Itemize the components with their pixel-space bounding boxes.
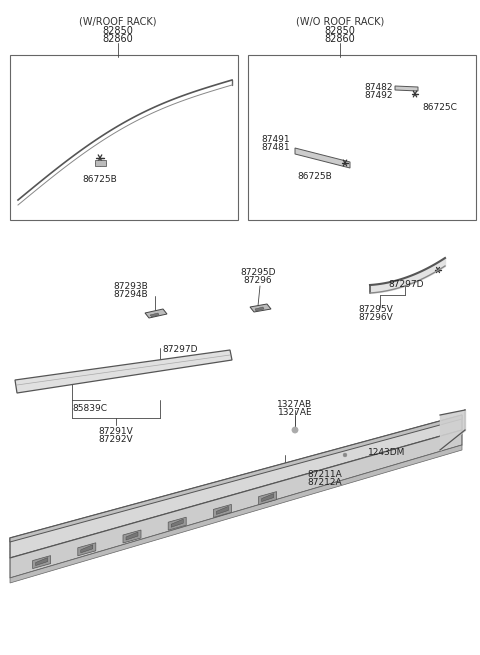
Polygon shape: [10, 445, 462, 583]
Text: 1327AB: 1327AB: [277, 400, 312, 409]
Bar: [10, 55, 238, 220]
Text: 87293B: 87293B: [113, 282, 148, 291]
Text: 86725B: 86725B: [83, 175, 118, 184]
Polygon shape: [262, 494, 274, 502]
Text: 82850: 82850: [103, 26, 133, 36]
Text: 87294B: 87294B: [113, 290, 148, 299]
Polygon shape: [81, 545, 93, 553]
Polygon shape: [150, 313, 159, 317]
Text: 87295D: 87295D: [240, 268, 276, 277]
Text: 87492: 87492: [364, 91, 393, 100]
Polygon shape: [171, 519, 183, 527]
Text: 86725C: 86725C: [422, 103, 457, 112]
Text: 87291V: 87291V: [98, 427, 133, 436]
Text: 82860: 82860: [324, 34, 355, 44]
Polygon shape: [295, 148, 350, 168]
Text: (W/O ROOF RACK): (W/O ROOF RACK): [296, 17, 384, 27]
Polygon shape: [36, 557, 48, 566]
Polygon shape: [15, 350, 232, 393]
Polygon shape: [395, 86, 418, 91]
Polygon shape: [126, 532, 138, 540]
Text: 82860: 82860: [103, 34, 133, 44]
Text: 87297D: 87297D: [162, 345, 197, 354]
Polygon shape: [255, 307, 264, 311]
Polygon shape: [216, 506, 228, 514]
Polygon shape: [10, 415, 462, 542]
Polygon shape: [168, 517, 186, 530]
Text: 87296: 87296: [244, 276, 272, 285]
Polygon shape: [145, 309, 167, 318]
Polygon shape: [95, 160, 106, 166]
Text: 1327AE: 1327AE: [278, 408, 312, 417]
Text: 86725B: 86725B: [298, 172, 332, 181]
Circle shape: [292, 427, 298, 433]
Text: 82850: 82850: [324, 26, 355, 36]
Bar: [248, 55, 476, 220]
Polygon shape: [259, 492, 276, 504]
Polygon shape: [78, 543, 96, 556]
Polygon shape: [214, 504, 231, 517]
Polygon shape: [10, 430, 462, 578]
Text: 87296V: 87296V: [358, 313, 393, 322]
Text: 87292V: 87292V: [99, 435, 133, 444]
Text: (W/ROOF RACK): (W/ROOF RACK): [79, 17, 157, 27]
Text: 1243DM: 1243DM: [368, 448, 406, 457]
Polygon shape: [250, 304, 271, 312]
Text: 87481: 87481: [262, 143, 290, 152]
Polygon shape: [10, 415, 462, 558]
Text: 87482: 87482: [364, 83, 393, 92]
Polygon shape: [33, 555, 50, 569]
Circle shape: [343, 453, 347, 457]
Text: 87295V: 87295V: [358, 305, 393, 314]
Text: 87297D: 87297D: [388, 280, 423, 289]
Text: 87212A: 87212A: [308, 478, 342, 487]
Text: 87491: 87491: [262, 135, 290, 144]
Text: 85839C: 85839C: [72, 404, 107, 413]
Text: 87211A: 87211A: [308, 470, 342, 479]
Polygon shape: [123, 530, 141, 543]
